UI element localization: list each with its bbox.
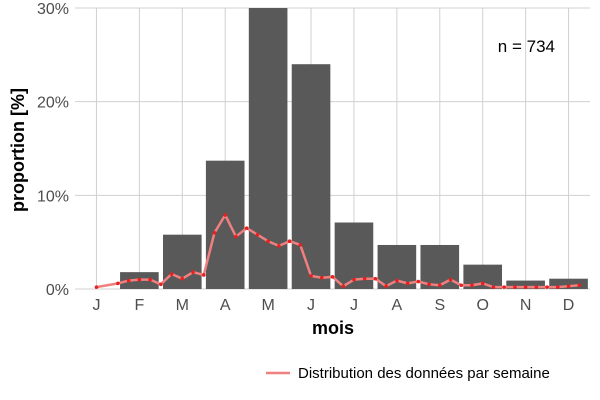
weekly-point-20 [319, 275, 324, 280]
weekly-point-36 [491, 285, 496, 289]
x-tick-label-3: A [220, 297, 231, 314]
weekly-point-30 [427, 282, 431, 287]
weekly-point-21 [330, 275, 335, 279]
x-tick-label-1: F [134, 297, 144, 314]
grid-layer [75, 7, 590, 290]
legend: Distribution des données par semaine [266, 365, 550, 382]
bar-11 [549, 278, 588, 289]
y-tick-label-1: 10% [37, 188, 69, 205]
x-tick-label-4: M [261, 297, 274, 314]
y-tick-labels: 0% 10% 20% 30% [37, 1, 69, 299]
x-tick-label-10: N [520, 297, 532, 314]
x-axis-title: mois [312, 318, 354, 338]
x-tick-label-2: M [176, 297, 189, 314]
x-tick-label-9: O [476, 297, 488, 314]
weekly-point-27 [395, 278, 399, 283]
weekly-point-8 [191, 270, 195, 274]
bar-5 [291, 64, 331, 289]
weekly-point-40 [534, 285, 539, 289]
weekly-point-12 [234, 234, 238, 239]
weekly-point-32 [448, 277, 453, 282]
bar-4 [248, 8, 288, 289]
weekly-point-6 [169, 272, 174, 276]
weekly-point-42 [556, 285, 560, 289]
x-tick-label-7: A [392, 297, 403, 314]
weekly-point-17 [287, 239, 292, 244]
annotation-n: n = 734 [498, 37, 555, 56]
weekly-point-34 [470, 283, 474, 288]
weekly-point-19 [309, 274, 313, 278]
weekly-point-10 [212, 231, 217, 235]
weekly-point-37 [502, 285, 506, 289]
weekly-point-2 [126, 278, 131, 283]
weekly-point-22 [341, 284, 346, 288]
weekly-point-0 [94, 285, 99, 289]
weekly-point-38 [513, 285, 517, 289]
weekly-point-39 [523, 285, 528, 289]
weekly-point-28 [405, 281, 410, 286]
weekly-point-25 [373, 276, 378, 281]
bars-layer [120, 8, 588, 289]
weekly-point-44 [577, 283, 582, 288]
weekly-point-11 [223, 213, 228, 217]
bar-3 [205, 160, 245, 289]
weekly-point-29 [416, 279, 421, 284]
x-tick-label-5: J [307, 297, 315, 314]
weekly-point-23 [352, 277, 356, 282]
y-tick-label-0: 0% [46, 282, 69, 299]
weekly-point-24 [362, 276, 367, 281]
bar-10 [506, 280, 545, 289]
bar-2 [162, 234, 202, 289]
x-tick-label-11: D [563, 297, 575, 314]
weekly-point-15 [266, 239, 270, 244]
weekly-point-5 [159, 282, 163, 287]
y-tick-label-2: 20% [37, 95, 69, 112]
x-tick-label-6: J [350, 297, 358, 314]
weekly-point-13 [244, 226, 249, 230]
weekly-point-26 [384, 284, 388, 288]
weekly-point-35 [480, 281, 485, 286]
weekly-point-16 [277, 244, 281, 248]
legend-label: Distribution des données par semaine [298, 365, 550, 382]
weekly-point-7 [180, 276, 185, 281]
weekly-point-14 [255, 232, 260, 237]
weekly-point-4 [148, 277, 152, 282]
weekly-point-9 [201, 273, 206, 277]
weekly-point-33 [459, 283, 464, 288]
weekly-point-1 [116, 281, 120, 286]
x-tick-label-0: J [92, 297, 100, 314]
line-layer [94, 213, 582, 289]
weekly-point-41 [545, 285, 549, 289]
x-tick-label-8: S [434, 297, 445, 314]
weekly-point-31 [437, 283, 442, 288]
weekly-point-3 [137, 277, 142, 282]
y-tick-label-3: 30% [37, 1, 69, 18]
y-axis-title: proportion [%] [8, 88, 28, 212]
weekly-point-43 [566, 284, 571, 288]
weekly-point-18 [298, 243, 303, 247]
